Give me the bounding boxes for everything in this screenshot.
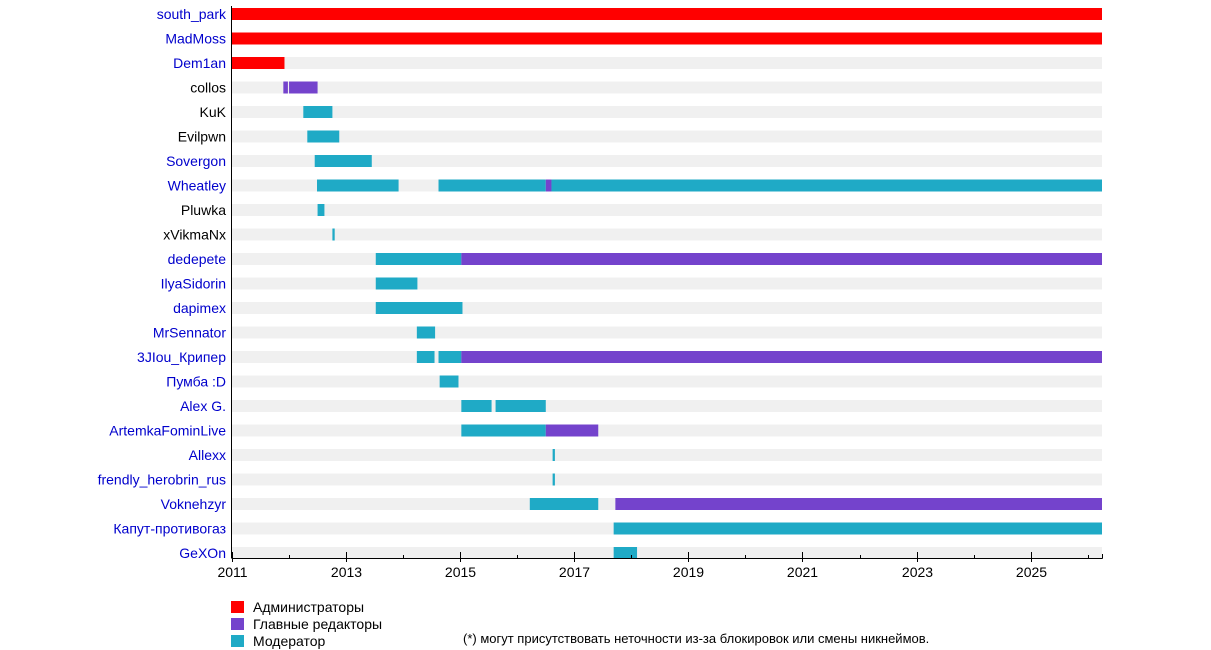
row-track: [232, 473, 1102, 486]
bar-moderator: [314, 155, 372, 167]
username-label[interactable]: frendly_herobrin_rus: [98, 472, 226, 488]
username-label[interactable]: Wheatley: [168, 178, 226, 194]
row-track: [232, 326, 1102, 339]
username-label[interactable]: MrSennator: [153, 325, 226, 341]
timeline-chart: south_park MadMoss Dem1an collos KuK Evilpwn S…: [98, 6, 1103, 580]
username-label[interactable]: dedepete: [168, 251, 227, 267]
bar-admin: [232, 32, 1102, 45]
bar-moderator: [375, 302, 463, 314]
username-label[interactable]: Sovergon: [166, 153, 226, 169]
x-axis: 2011 2013 2015 2017 2019 2021 2023 2025: [217, 6, 1103, 580]
username-label[interactable]: dapimex: [173, 300, 226, 316]
legend-item-moderator: Модератор: [231, 632, 382, 649]
row-track: [232, 400, 1102, 412]
username-label: Pluwka: [181, 202, 226, 218]
bar-moderator: [551, 179, 1102, 192]
bar-moderator: [613, 547, 638, 559]
track-layer: [232, 8, 1102, 559]
bar-moderator: [461, 400, 492, 412]
bar-chief: [545, 179, 552, 192]
row-track: [232, 449, 1102, 461]
username-label[interactable]: Allexx: [189, 447, 226, 463]
username-label[interactable]: 3JIou_Крипер: [137, 349, 226, 365]
bar-chief: [615, 498, 1102, 510]
row-track: [232, 228, 1102, 241]
legend-swatch-chief: [231, 617, 244, 630]
username-label[interactable]: Alex G.: [180, 398, 226, 414]
row-track: [232, 155, 1102, 167]
bar-moderator: [529, 498, 599, 510]
legend-item-chief: Главные редакторы: [231, 615, 382, 632]
username-label[interactable]: IlyaSidorin: [161, 276, 226, 292]
x-tick-label: 2025: [1016, 564, 1047, 580]
username-label[interactable]: Dem1an: [173, 55, 226, 71]
bar-moderator: [613, 522, 1102, 535]
x-tick-label: 2023: [902, 564, 933, 580]
x-tick-label: 2019: [673, 564, 704, 580]
row-track: [232, 106, 1102, 118]
username-label[interactable]: south_park: [157, 6, 227, 22]
footnote: (*) могут присутствовать неточности из-з…: [463, 631, 930, 646]
x-tick-label: 2015: [445, 564, 476, 580]
x-tick-label: 2021: [787, 564, 818, 580]
legend: Администраторы Главные редакторы Модерат…: [231, 598, 382, 649]
bar-admin: [232, 8, 1102, 20]
username-label: collos: [190, 80, 226, 96]
x-tick-label: 2013: [331, 564, 362, 580]
legend-item-admin: Администраторы: [231, 598, 382, 615]
bar-moderator: [552, 473, 555, 486]
bar-moderator: [416, 326, 436, 339]
bar-chief: [461, 351, 1102, 363]
row-track: [232, 277, 1102, 290]
bar-moderator: [375, 277, 418, 290]
row-track: [232, 57, 1102, 69]
bar-moderator: [303, 106, 333, 118]
username-label[interactable]: Пумба :D: [166, 374, 226, 390]
x-tick-label: 2017: [559, 564, 590, 580]
username-label[interactable]: ArtemkaFominLive: [109, 423, 226, 439]
bar-moderator: [307, 130, 340, 143]
bar-moderator: [438, 179, 546, 192]
row-track: [232, 130, 1102, 143]
bar-moderator: [416, 351, 435, 363]
bar-chief: [289, 81, 318, 94]
bar-moderator: [461, 424, 546, 437]
bar-moderator: [332, 228, 335, 241]
bar-layer: [232, 8, 1102, 559]
legend-label-admin: Администраторы: [253, 598, 365, 615]
row-track: [232, 375, 1102, 388]
legend-label-chief: Главные редакторы: [253, 615, 383, 632]
username-label[interactable]: MadMoss: [165, 31, 226, 47]
bar-moderator: [438, 351, 462, 363]
bar-moderator: [439, 375, 459, 388]
username-layer: south_park MadMoss Dem1an collos KuK Evilpwn S…: [98, 6, 227, 561]
username-label[interactable]: Voknehzyr: [161, 496, 227, 512]
bar-moderator: [552, 449, 555, 461]
bar-chief: [461, 253, 1102, 265]
row-track: [232, 547, 1102, 559]
x-tick-label: 2011: [217, 564, 247, 580]
row-track: [232, 424, 1102, 437]
bar-moderator: [317, 204, 325, 216]
legend-label-moderator: Модератор: [253, 632, 326, 649]
bar-moderator: [495, 400, 546, 412]
username-label: xVikmaNx: [163, 227, 226, 243]
username-label[interactable]: GeXOn: [179, 545, 226, 561]
row-track: [232, 302, 1102, 314]
username-label[interactable]: Капут-противогаз: [113, 521, 226, 537]
bar-admin: [232, 57, 285, 69]
row-track: [232, 204, 1102, 216]
legend-swatch-moderator: [231, 634, 244, 647]
row-track: [232, 81, 1102, 94]
username-label: KuK: [200, 104, 227, 120]
bar-chief: [545, 424, 599, 437]
bar-moderator: [317, 179, 399, 192]
legend-swatch-admin: [231, 600, 244, 613]
bar-chief: [283, 81, 288, 94]
username-label: Evilpwn: [178, 129, 226, 145]
bar-moderator: [375, 253, 462, 265]
